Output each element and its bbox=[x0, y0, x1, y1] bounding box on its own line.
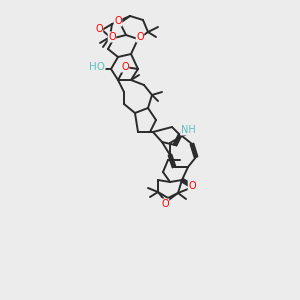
Text: O: O bbox=[95, 24, 103, 34]
Text: O: O bbox=[188, 181, 196, 191]
Text: O: O bbox=[108, 32, 116, 42]
Text: O: O bbox=[136, 32, 144, 42]
Text: O: O bbox=[161, 199, 169, 209]
Text: O: O bbox=[114, 16, 122, 26]
Text: NH: NH bbox=[181, 125, 195, 135]
Text: O: O bbox=[121, 62, 129, 72]
Text: HO: HO bbox=[89, 62, 105, 72]
